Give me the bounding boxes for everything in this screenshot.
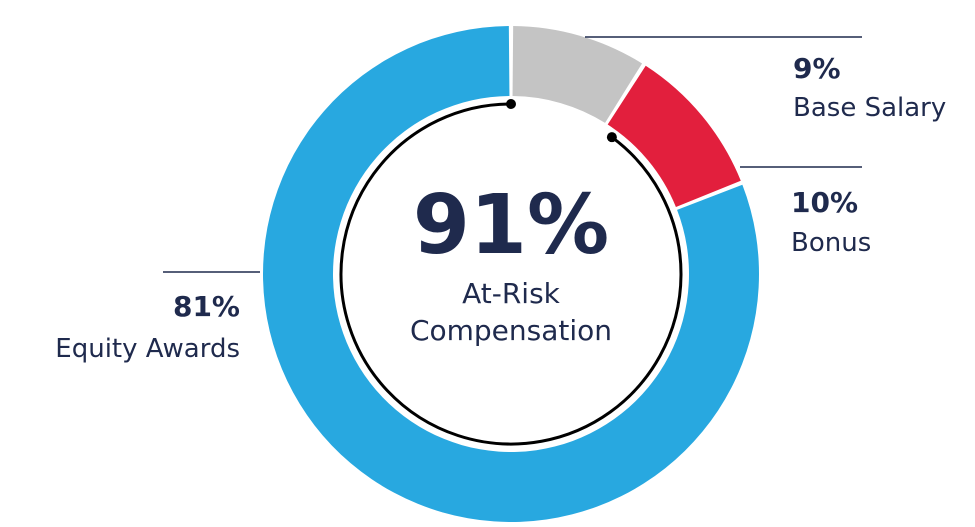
center-percent: 91%	[413, 178, 609, 273]
bonus-category-label: Bonus	[791, 228, 871, 258]
equity-value-label: 81%	[173, 290, 240, 323]
slice-base-salary	[512, 26, 643, 123]
donut-slices	[262, 26, 759, 523]
base-salary-category-label: Base Salary	[793, 93, 946, 123]
base-salary-value-label: 9%	[793, 52, 841, 85]
bonus-value-label: 10%	[791, 186, 858, 219]
slice-bonus	[607, 65, 741, 208]
equity-category-label: Equity Awards	[55, 334, 240, 364]
center-label-line2: Compensation	[410, 314, 612, 347]
at-risk-arc	[339, 102, 683, 446]
at-risk-arc-start-dot	[606, 132, 617, 143]
at-risk-arc-end-dot	[506, 99, 516, 109]
center-label-line1: At-Risk	[462, 277, 561, 310]
